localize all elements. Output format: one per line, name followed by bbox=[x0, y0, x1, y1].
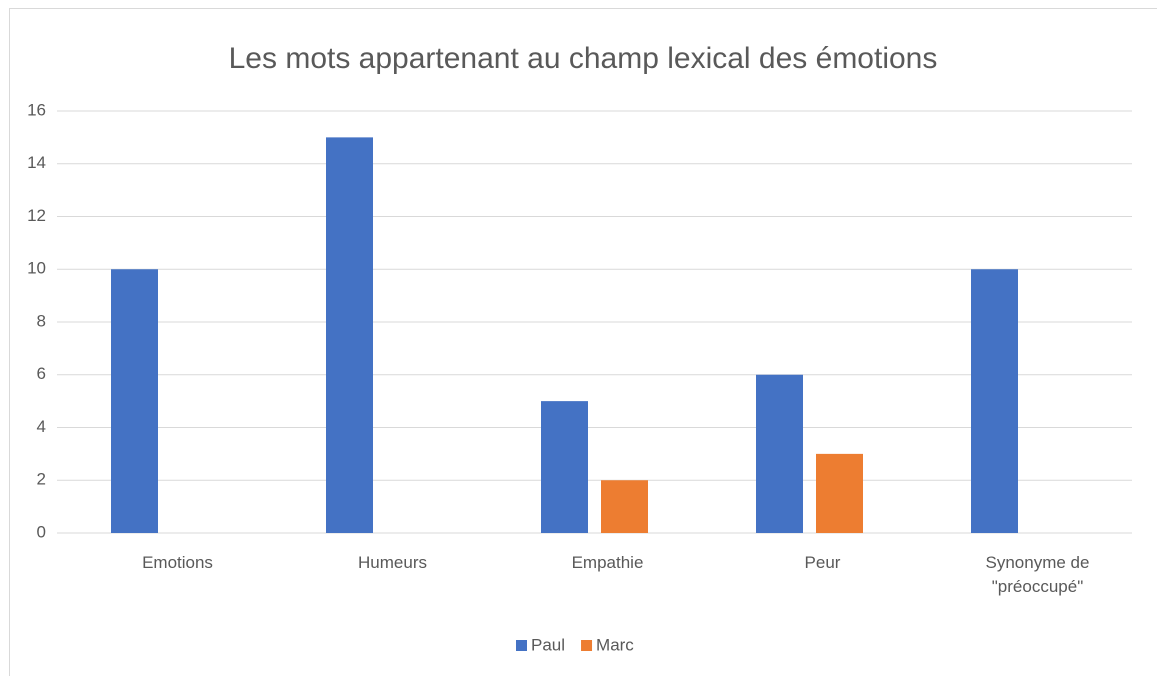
y-tick-label: 8 bbox=[37, 311, 46, 330]
y-tick-label: 12 bbox=[27, 206, 46, 225]
bar bbox=[601, 480, 648, 533]
bar bbox=[816, 453, 863, 533]
legend-label: Paul bbox=[531, 635, 565, 654]
bar bbox=[326, 137, 373, 533]
bar bbox=[541, 401, 588, 533]
x-tick-label: Peur bbox=[804, 553, 841, 572]
bar bbox=[756, 374, 803, 533]
x-tick-label: Synonyme de "préoccupé" bbox=[985, 553, 1090, 596]
x-tick-label: Humeurs bbox=[358, 553, 427, 572]
x-tick-label: Emotions bbox=[142, 553, 213, 572]
y-tick-label: 10 bbox=[27, 259, 46, 278]
x-tick-label: Empathie bbox=[571, 553, 644, 572]
y-tick-label: 2 bbox=[37, 470, 46, 489]
chart-border bbox=[9, 8, 1157, 676]
y-tick-label: 16 bbox=[27, 100, 46, 119]
y-tick-label: 14 bbox=[27, 153, 46, 172]
bar bbox=[111, 269, 158, 533]
chart-title: Les mots appartenant au champ lexical de… bbox=[229, 42, 938, 75]
y-tick-label: 0 bbox=[37, 522, 46, 541]
y-tick-label: 6 bbox=[37, 364, 46, 383]
y-tick-label: 4 bbox=[37, 417, 46, 436]
legend-swatch bbox=[516, 640, 527, 651]
legend-label: Marc bbox=[596, 635, 634, 654]
legend-swatch bbox=[581, 640, 593, 651]
bar bbox=[971, 269, 1018, 533]
